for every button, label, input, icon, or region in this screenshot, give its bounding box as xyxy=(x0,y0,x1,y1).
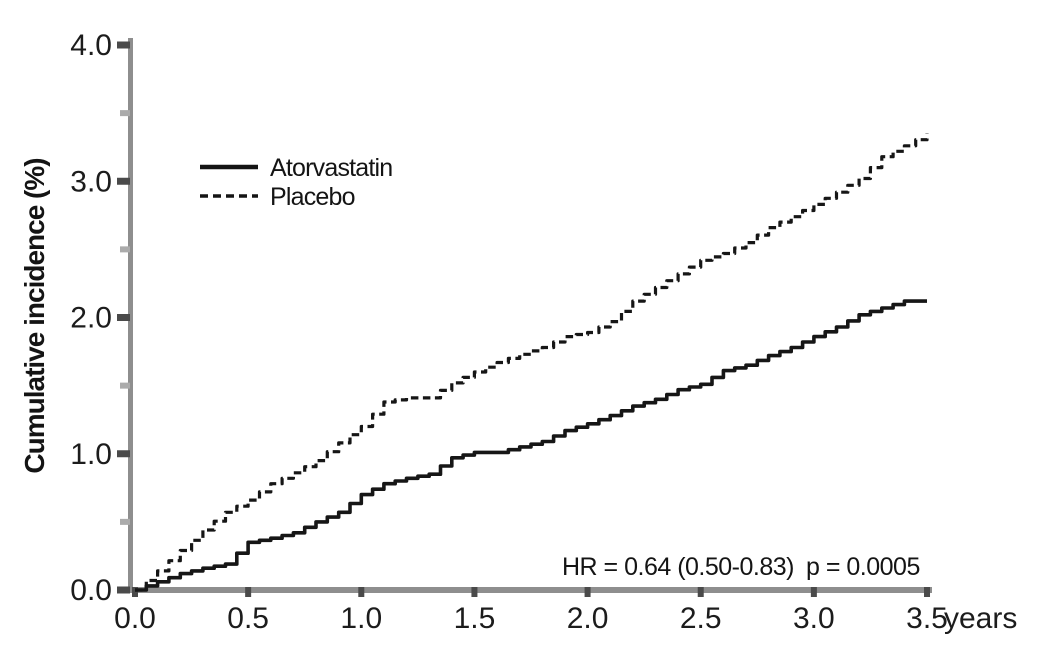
y-minor-tick xyxy=(120,518,130,525)
y-minor-tick xyxy=(120,110,130,117)
x-tick-label: 0.0 xyxy=(114,602,156,635)
hr-annotation: HR = 0.64 (0.50-0.83) xyxy=(562,553,794,581)
y-tick-label: 4.0 xyxy=(70,29,112,62)
x-tick-label: 2.0 xyxy=(567,602,609,635)
series-group xyxy=(135,133,929,592)
x-axis-line xyxy=(128,587,932,593)
y-tick xyxy=(117,450,130,458)
y-tick xyxy=(117,586,130,594)
x-tick xyxy=(245,587,252,597)
x-tick-label: 2.5 xyxy=(680,602,722,635)
x-tick xyxy=(584,587,591,597)
y-tick xyxy=(117,177,130,185)
legend-label-placebo: Placebo xyxy=(270,183,355,211)
placebo-curve xyxy=(135,133,929,592)
x-tick xyxy=(810,587,817,597)
legend: Atorvastatin Placebo xyxy=(200,154,393,211)
x-tick-label: 3.5 xyxy=(906,602,948,635)
x-tick-label: 3.0 xyxy=(793,602,835,635)
annotation: HR = 0.64 (0.50-0.83) p = 0.0005 xyxy=(562,553,920,581)
x-tick xyxy=(924,587,931,597)
x-ticks: 0.0 0.5 1.0 1.5 2.0 2.5 3.0 3.5 xyxy=(114,587,948,635)
x-tick xyxy=(697,587,704,597)
y-tick-label: 0.0 xyxy=(70,574,112,607)
x-tick xyxy=(471,587,478,597)
p-annotation: p = 0.0005 xyxy=(806,553,920,581)
atorvastatin-curve xyxy=(135,299,927,592)
x-tick-label: 0.5 xyxy=(227,602,269,635)
x-tick-label: 1.0 xyxy=(340,602,382,635)
y-minor-tick xyxy=(120,382,130,389)
y-tick xyxy=(117,41,130,49)
x-unit-label: years xyxy=(944,602,1017,635)
y-tick xyxy=(117,314,130,321)
legend-label-atorvastatin: Atorvastatin xyxy=(270,154,392,182)
y-minor-tick xyxy=(120,246,130,253)
y-axis-line xyxy=(128,38,133,593)
y-ticks: 0.0 1.0 2.0 3.0 4.0 xyxy=(70,29,130,607)
y-axis-title: Cumulative incidence (%) xyxy=(19,158,50,473)
x-tick-label: 1.5 xyxy=(454,602,496,635)
y-tick-label: 2.0 xyxy=(70,302,112,335)
y-tick-label: 1.0 xyxy=(70,438,112,471)
x-tick xyxy=(358,587,365,597)
x-tick xyxy=(132,587,138,597)
axes xyxy=(128,38,932,593)
y-tick-label: 3.0 xyxy=(70,165,112,198)
